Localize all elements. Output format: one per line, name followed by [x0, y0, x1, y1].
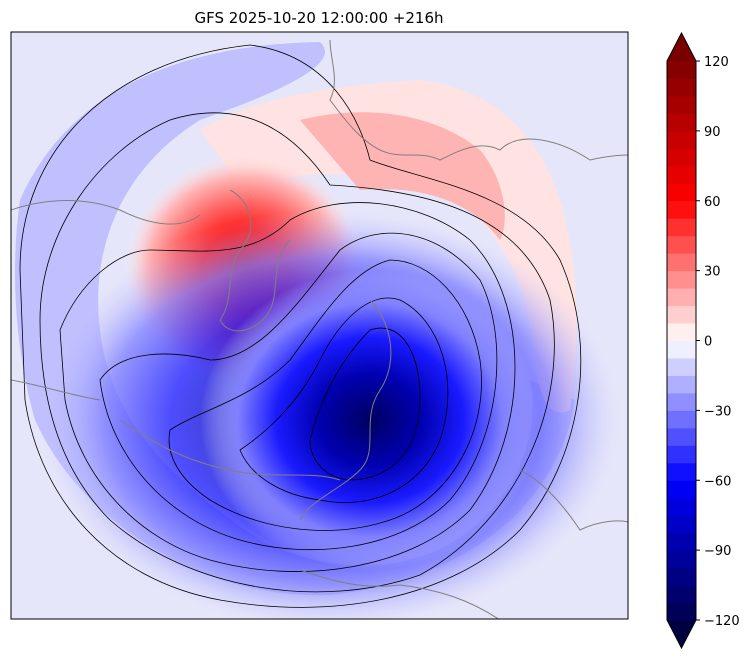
- colorbar-tick-label: 0: [704, 335, 712, 350]
- coastline: [11, 379, 101, 401]
- colorbar-tick-label: −60: [704, 474, 731, 489]
- colorbar-segment: [667, 427, 696, 446]
- colorbar-segment: [667, 218, 696, 237]
- light-positive-band: [300, 112, 505, 240]
- height-contour: [59, 202, 516, 572]
- colorbar-segment: [667, 340, 696, 359]
- colorbar-segment: [667, 148, 696, 167]
- height-contour: [39, 112, 555, 593]
- colorbar-segment: [667, 200, 696, 219]
- colorbar-tick-label: 30: [704, 265, 721, 280]
- colorbar-segment: [667, 550, 696, 569]
- colorbar-tick-label: 120: [704, 55, 729, 70]
- map-area: [11, 32, 628, 619]
- coastline: [11, 200, 201, 225]
- colorbar-segment: [667, 410, 696, 429]
- colorbar-segment: [667, 515, 696, 534]
- colorbar-segment: [667, 61, 696, 79]
- colorbar-segment: [667, 305, 696, 324]
- colorbar-tick-label: 90: [704, 125, 721, 140]
- height-contour: [239, 297, 449, 503]
- coastline: [329, 39, 628, 161]
- colorbar-extend-min: [667, 620, 696, 648]
- colorbar-segment: [667, 532, 696, 551]
- colorbar-segment: [667, 602, 696, 621]
- coastline: [119, 419, 341, 481]
- colorbar-ticks: −120 −90 −60 −30 0 30 60 90 120: [696, 55, 740, 629]
- chart-title: GFS 2025-10-20 12:00:00 +216h: [194, 9, 443, 27]
- coastline: [299, 569, 500, 619]
- colorbar-segment: [667, 585, 696, 604]
- height-contour: [19, 44, 582, 608]
- colorbar: [666, 31, 697, 650]
- coastline: [219, 189, 291, 332]
- colorbar-segment: [667, 480, 696, 499]
- colorbar-segment: [667, 130, 696, 149]
- colorbar-segment: [667, 113, 696, 132]
- colorbar-tick-label: 60: [704, 195, 721, 210]
- colorbar-segment: [667, 497, 696, 516]
- colorbar-segment: [667, 183, 696, 202]
- colorbar-segment: [667, 235, 696, 254]
- height-contour: [309, 327, 421, 481]
- colorbar-segment: [667, 165, 696, 184]
- colorbar-segment: [667, 567, 696, 586]
- colorbar-segment: [667, 95, 696, 114]
- map-frame: [10, 31, 629, 620]
- colorbar-segment: [667, 462, 696, 481]
- colorbar-segment: [667, 78, 696, 97]
- colorbar-segment: [667, 445, 696, 464]
- colorbar-segment: [667, 253, 696, 272]
- height-contour: [168, 259, 482, 531]
- height-contour: [99, 232, 498, 551]
- colorbar-extend-max: [667, 33, 696, 61]
- colorbar-segment: [667, 323, 696, 341]
- coastline: [299, 299, 392, 521]
- coastline: [519, 469, 628, 531]
- colorbar-tick-label: −90: [704, 544, 731, 559]
- colorbar-segment: [667, 392, 696, 411]
- colorbar-tick-label: −120: [704, 614, 740, 629]
- colorbar-segment: [667, 375, 696, 394]
- colorbar-segment: [667, 270, 696, 289]
- colorbar-segment: [667, 357, 696, 376]
- colorbar-segment: [667, 288, 696, 307]
- colorbar-tick-label: −30: [704, 404, 731, 419]
